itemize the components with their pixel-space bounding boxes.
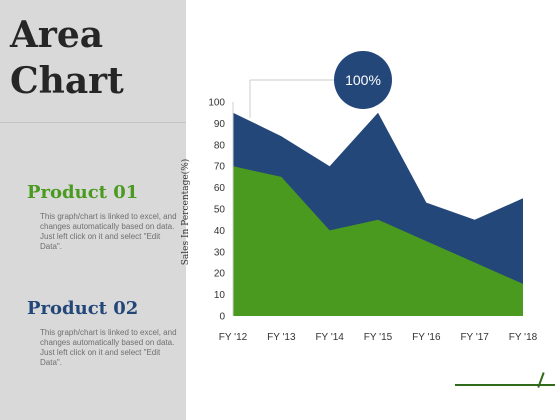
- y-tick-label: 40: [214, 226, 226, 237]
- y-tick-label: 60: [214, 183, 226, 194]
- y-tick-label: 80: [214, 140, 226, 151]
- product-02-description: This graph/chart is linked to excel, and…: [40, 328, 177, 367]
- percent-badge: 100%: [334, 51, 392, 109]
- x-tick-label: FY '16: [412, 332, 441, 343]
- product-01-description: This graph/chart is linked to excel, and…: [40, 212, 177, 251]
- y-tick-label: 10: [214, 290, 226, 301]
- x-tick-label: FY '12: [219, 332, 248, 343]
- y-tick-label: 100: [208, 98, 225, 109]
- y-axis-label: Sales In Percentage(%): [181, 158, 191, 266]
- y-tick-label: 0: [219, 312, 225, 323]
- title-line-2: Chart: [10, 60, 124, 102]
- y-tick-label: 30: [214, 247, 226, 258]
- page-title: Area Chart: [10, 12, 124, 104]
- side-panel: Area Chart Product 01 This graph/chart i…: [0, 0, 186, 420]
- title-line-1: Area: [10, 14, 104, 56]
- x-tick-label: FY '15: [364, 332, 393, 343]
- y-tick-label: 20: [214, 269, 226, 280]
- product-01-heading: Product 01: [27, 182, 139, 203]
- area-series-1: [233, 166, 523, 316]
- title-divider: [0, 122, 186, 123]
- y-tick-label: 90: [214, 119, 226, 130]
- product-02-heading: Product 02: [27, 298, 139, 319]
- x-tick-label: FY '18: [509, 332, 538, 343]
- y-tick-label: 50: [214, 205, 226, 216]
- x-tick-label: FY '13: [267, 332, 296, 343]
- x-tick-label: FY '14: [315, 332, 344, 343]
- x-tick-label: FY '17: [460, 332, 489, 343]
- y-tick-label: 70: [214, 162, 226, 173]
- decorative-line: [455, 384, 555, 386]
